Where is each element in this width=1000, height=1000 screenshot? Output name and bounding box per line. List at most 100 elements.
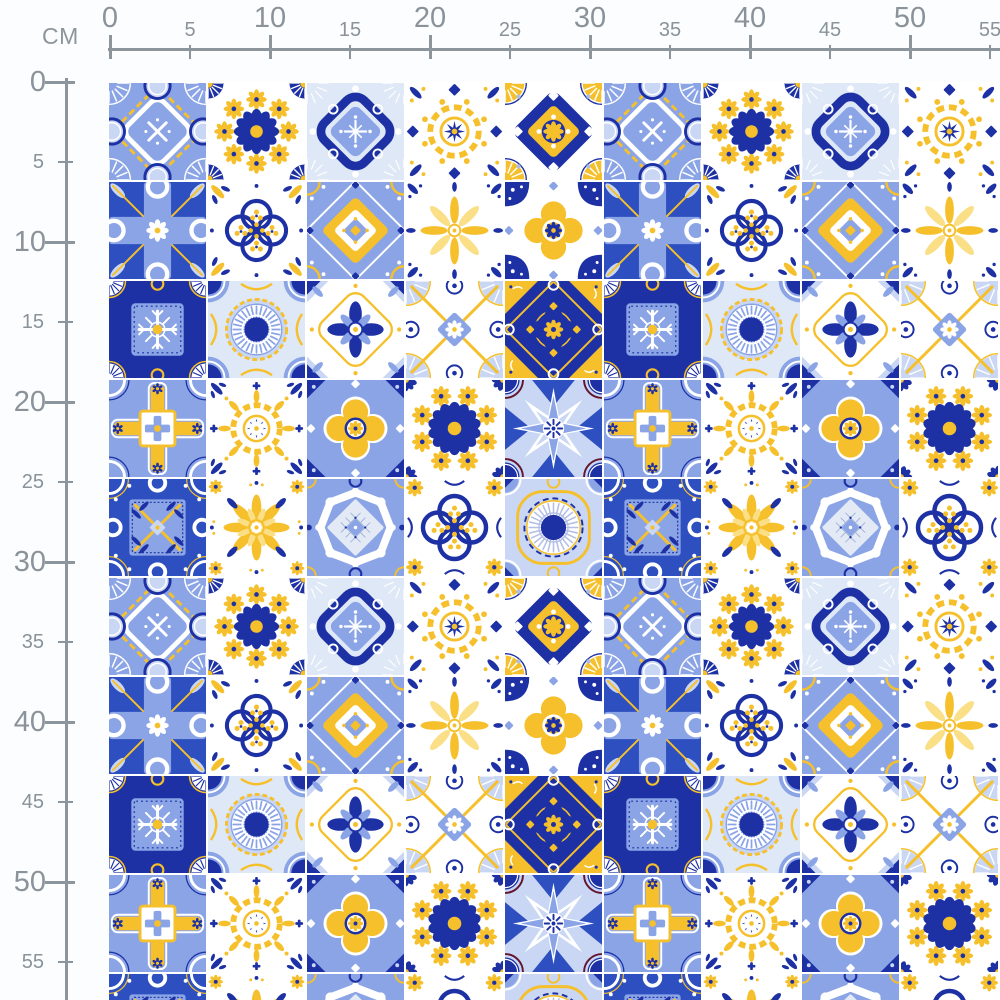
tile-royal-x-square (603, 973, 702, 1000)
tile-royal-cross-periwinkle (603, 676, 702, 775)
tile-circle-medallion-rays (207, 280, 306, 379)
tile-circle-medallion-gold-frame (504, 478, 603, 577)
tile-navy-quatrefoil-gold-daisies (405, 478, 504, 577)
ruler-left-tick-45 (58, 801, 73, 803)
ruler-top-tick-5 (189, 45, 191, 59)
ruler-top-label-25: 25 (498, 19, 522, 41)
tile-gold-scroll-wreath (405, 82, 504, 181)
ruler-left-tick-30 (45, 560, 75, 564)
ruler-top-label-10: 10 (253, 2, 287, 34)
fabric-swatch (108, 82, 1000, 1000)
tile-royal-cross-periwinkle (108, 676, 207, 775)
ruler-top-label-20: 20 (413, 2, 447, 34)
tile-royal-x-square (603, 478, 702, 577)
tile-big-navy-daisy (900, 874, 999, 973)
tile-gold-lattice-x (405, 280, 504, 379)
tile-white-octagon-scroll (801, 478, 900, 577)
tile-gold-cross-navy-corners (504, 181, 603, 280)
tile-navy-quatrefoil-dots (702, 181, 801, 280)
tile-gold-leaf-star-white (702, 973, 801, 1000)
tile-navy-quatrefoil-gold-daisies (405, 973, 504, 1000)
ruler-top-label-50: 50 (893, 2, 927, 34)
tile-gold-leaf-star-white (207, 973, 306, 1000)
ruler-left-tick-20 (45, 400, 75, 404)
tile-gold-lattice-x (900, 280, 999, 379)
ruler-top-tick-20 (428, 35, 432, 59)
tile-circle-medallion-rays (207, 775, 306, 874)
ruler-top-tick-0 (108, 35, 112, 59)
tile-royal-x-square (108, 973, 207, 1000)
tile-gold-scroll-wreath (900, 82, 999, 181)
tile-gold-wreath-rosette (702, 379, 801, 478)
ruler-top-label-5: 5 (184, 19, 196, 41)
tile-gold-leaf-star-white (702, 478, 801, 577)
ruler-top-label-0: 0 (101, 2, 119, 34)
tile-ornate-periwinkle-edge-rings (603, 577, 702, 676)
tile-white-octagon-scroll (306, 478, 405, 577)
ruler-top-label-40: 40 (733, 2, 767, 34)
ruler-unit-label: CM (42, 23, 79, 49)
tile-big-navy-daisy (900, 379, 999, 478)
tile-gold-wreath-rosette (207, 874, 306, 973)
tile-royal-cross-periwinkle (603, 181, 702, 280)
tile-navy-petal-star (306, 280, 405, 379)
tile-navy-quatrefoil-on-ice (801, 82, 900, 181)
tile-gold-wreath-rosette (207, 379, 306, 478)
tile-navy-square-snowflake (603, 280, 702, 379)
tile-gold-cross-medallion-peri (306, 676, 405, 775)
tile-pale-gold-leaf-cross (900, 181, 999, 280)
tile-gold-quatrefoil-peri (306, 874, 405, 973)
tile-gold-lattice-x (900, 775, 999, 874)
ruler-top-tick-40 (748, 35, 752, 59)
ruler-top-tick-30 (588, 35, 592, 59)
tile-navy-quatrefoil-on-ice (801, 577, 900, 676)
ruler-left-label-45: 45 (21, 791, 44, 813)
tile-gold-cross-navy-corners (504, 676, 603, 775)
tile-kaleidoscope-star (504, 379, 603, 478)
tile-pale-gold-leaf-cross (405, 181, 504, 280)
tile-gold-cross-medallion-peri (306, 181, 405, 280)
ruler-left-tick-40 (45, 720, 75, 724)
tile-gold-cross-medallion-peri (801, 181, 900, 280)
ruler-top-label-35: 35 (658, 19, 682, 41)
tile-gold-daisy-ring (207, 577, 306, 676)
tile-ornate-periwinkle-edge-rings (108, 82, 207, 181)
ruler-left-label-55: 55 (21, 951, 44, 973)
tile-gold-daisy-ring (702, 577, 801, 676)
tile-navy-quatrefoil-on-ice (306, 82, 405, 181)
ruler-top-label-15: 15 (338, 19, 362, 41)
ruler-left-label-5: 5 (32, 151, 44, 173)
tile-pale-gold-leaf-cross (900, 676, 999, 775)
tile-navy-square-snowflake (108, 280, 207, 379)
ruler-top-label-55: 55 (978, 19, 1000, 41)
tile-circle-medallion-gold-frame (504, 973, 603, 1000)
ruler-top-tick-15 (349, 45, 351, 59)
tile-circle-medallion-rays (702, 280, 801, 379)
tile-navy-quatrefoil-dots (207, 676, 306, 775)
tile-white-octagon-scroll (306, 973, 405, 1000)
ruler-top-label-45: 45 (818, 19, 842, 41)
tile-big-navy-daisy (405, 874, 504, 973)
tile-gold-daisy-ring (207, 82, 306, 181)
ruler-left-label-10: 10 (13, 226, 46, 258)
ruler-left-label-20: 20 (13, 386, 46, 418)
tile-gold-wreath-rosette (702, 874, 801, 973)
tile-navy-quatrefoil-dots (702, 676, 801, 775)
tile-ornate-periwinkle-edge-rings (108, 577, 207, 676)
tile-navy-petal-star (306, 775, 405, 874)
tile-gold-cross-medallion-peri (801, 676, 900, 775)
ruler-vertical-line (65, 78, 68, 1000)
ruler-left-label-40: 40 (13, 706, 46, 738)
tile-navy-petal-star (801, 775, 900, 874)
ruler-horizontal-line (108, 48, 1000, 51)
ruler-left-tick-0 (45, 80, 75, 84)
tile-gold-plus-medallion-peri (603, 379, 702, 478)
tile-navy-quatrefoil-on-ice (306, 577, 405, 676)
tile-gold-scroll-wreath (900, 577, 999, 676)
tile-navy-square-snowflake (108, 775, 207, 874)
tile-navy-gold-star (504, 775, 603, 874)
ruler-top-tick-25 (509, 45, 511, 59)
tile-gold-scroll-wreath (405, 577, 504, 676)
tile-gold-quatrefoil-peri (801, 874, 900, 973)
